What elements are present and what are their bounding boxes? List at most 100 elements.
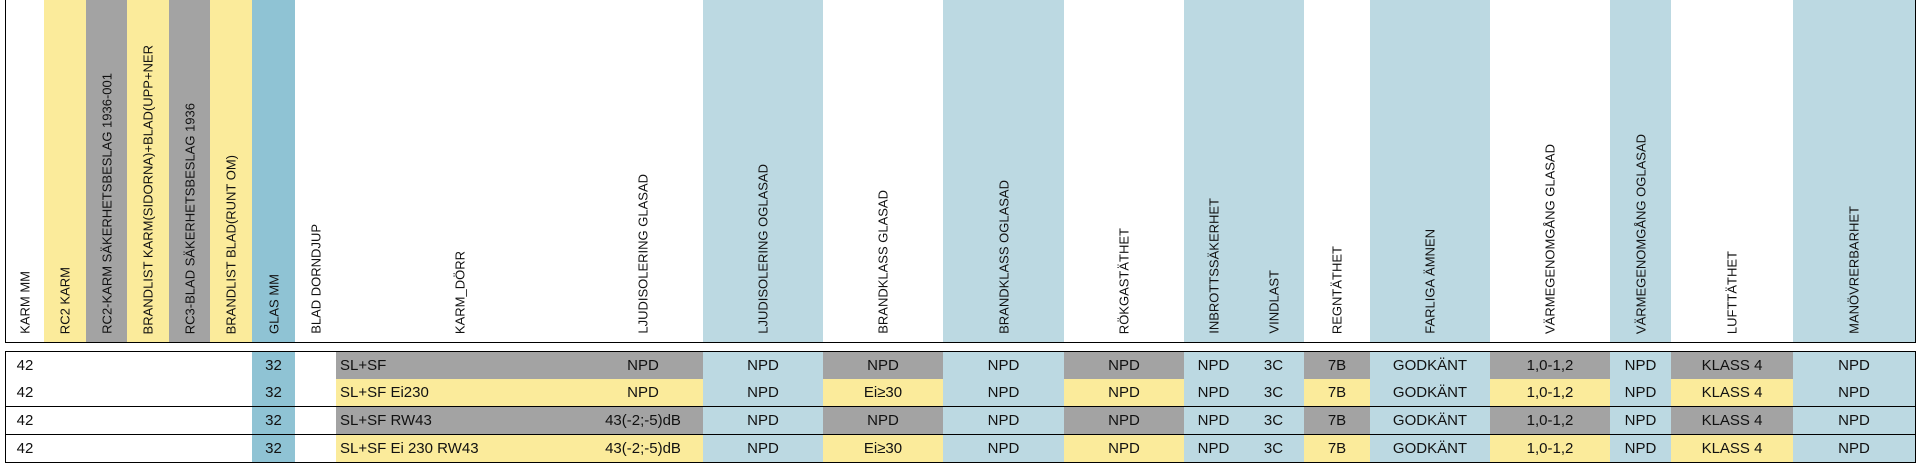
header-text: LJUDISOLERING GLASAD (635, 174, 651, 334)
header-cell: RC2-KARM SÄKERHETSBESLAG 1936-001 (86, 0, 128, 343)
cell: NPD (1793, 407, 1916, 435)
cell: 43(-2;-5)dB (583, 435, 704, 463)
cell (295, 379, 337, 407)
header-text: LJUDISOLERING OGLASAD (755, 164, 771, 334)
cell: KLASS 4 (1671, 435, 1794, 463)
cell (169, 407, 211, 435)
header-text: BRANDLIST KARM(SIDORNA)+BLAD(UPP+NER (140, 44, 156, 334)
header-text: BRANDKLASS OGLASAD (996, 180, 1011, 334)
cell (169, 351, 211, 380)
cell: NPD (1184, 351, 1244, 380)
cell (44, 379, 87, 407)
cell: 42 (5, 407, 45, 435)
cell: 32 (252, 379, 296, 407)
cell: NPD (1064, 435, 1185, 463)
cell: NPD (943, 379, 1065, 407)
header-cell: BRANDLIST KARM(SIDORNA)+BLAD(UPP+NER (127, 0, 170, 343)
cell: NPD (703, 351, 824, 380)
header-cell: KARM_DÖRR (336, 0, 584, 343)
header-text: MANÖVRERBARHET (1846, 206, 1862, 334)
cell (44, 407, 87, 435)
cell (127, 379, 170, 407)
cell: 42 (5, 435, 45, 463)
header-text: LUFTTÄTHET (1724, 250, 1740, 334)
cell: NPD (1184, 407, 1244, 435)
header-text: BRANDKLASS GLASAD (875, 190, 891, 334)
cell (295, 435, 337, 463)
cell: 1,0-1,2 (1490, 351, 1611, 380)
cell: 3C (1243, 435, 1305, 463)
cell: NPD (943, 351, 1065, 380)
cell: NPD (943, 407, 1065, 435)
cell: NPD (1610, 379, 1672, 407)
cell: 7B (1304, 351, 1371, 380)
cell: NPD (703, 435, 824, 463)
header-cell: BRANDKLASS GLASAD (823, 0, 944, 343)
cell (169, 435, 211, 463)
cell: 7B (1304, 407, 1371, 435)
cell: SL+SF RW43 (336, 407, 584, 435)
cell (210, 435, 253, 463)
cell: KLASS 4 (1671, 407, 1794, 435)
cell (127, 435, 170, 463)
cell: NPD (703, 407, 824, 435)
header-text: RC2-KARM SÄKERHETSBESLAG 1936-001 (99, 73, 114, 334)
cell: GODKÄNT (1370, 407, 1491, 435)
header-text: BLAD DORNDJUP (308, 224, 323, 334)
cell: NPD (703, 379, 824, 407)
cell: Ei≥30 (823, 379, 944, 407)
header-text: KARM_DÖRR (452, 250, 467, 334)
cell (86, 435, 128, 463)
header-cell: RÖKGASTÄTHET (1064, 0, 1185, 343)
cell: NPD (583, 379, 704, 407)
cell: 3C (1243, 407, 1305, 435)
cell (169, 379, 211, 407)
cell: NPD (1064, 407, 1185, 435)
cell: 43(-2;-5)dB (583, 407, 704, 435)
cell: GODKÄNT (1370, 435, 1491, 463)
cell: NPD (583, 351, 704, 380)
header-cell: LUFTTÄTHET (1671, 0, 1794, 343)
cell: NPD (823, 351, 944, 380)
header-text: KARM MM (17, 271, 33, 334)
header-text: INBROTTSSÄKERHET (1206, 198, 1221, 334)
header-text: REGNTÄTHET (1329, 245, 1345, 334)
cell: SL+SF Ei 230 RW43 (336, 435, 584, 463)
cell: 1,0-1,2 (1490, 435, 1611, 463)
header-text: BRANDLIST BLAD(RUNT OM) (223, 154, 239, 334)
cell: NPD (1793, 435, 1916, 463)
cell (210, 379, 253, 407)
header-text: VÄRMEGENOMGÅNG GLASAD (1542, 144, 1558, 334)
cell: NPD (1064, 379, 1185, 407)
header-cell: RC3-BLAD SÄKERHETSBESLAG 1936 (169, 0, 211, 343)
cell (127, 351, 170, 380)
cell (86, 407, 128, 435)
header-cell: BRANDLIST BLAD(RUNT OM) (210, 0, 253, 343)
cell (210, 407, 253, 435)
header-text: VÄRMEGENOMGÅNG OGLASAD (1633, 133, 1648, 334)
header-cell: FARLIGA ÄMNEN (1370, 0, 1491, 343)
cell: NPD (1610, 435, 1672, 463)
cell: NPD (1793, 351, 1916, 380)
cell: 42 (5, 379, 45, 407)
cell: GODKÄNT (1370, 379, 1491, 407)
cell: NPD (1184, 435, 1244, 463)
header-cell: GLAS MM (252, 0, 296, 343)
cell (44, 351, 87, 380)
cell: NPD (1610, 407, 1672, 435)
header-cell: MANÖVRERBARHET (1793, 0, 1916, 343)
cell (127, 407, 170, 435)
cell (44, 435, 87, 463)
cell: 7B (1304, 379, 1371, 407)
cell: NPD (1610, 351, 1672, 380)
header-cell: INBROTTSSÄKERHET (1184, 0, 1244, 343)
header-text: RC2 KARM (57, 266, 73, 334)
header-cell: VÄRMEGENOMGÅNG GLASAD (1490, 0, 1611, 343)
header-cell: VINDLAST (1243, 0, 1305, 343)
header-cell: LJUDISOLERING OGLASAD (703, 0, 824, 343)
cell: 1,0-1,2 (1490, 379, 1611, 407)
cell: 42 (5, 351, 45, 380)
cell: 1,0-1,2 (1490, 407, 1611, 435)
cell: NPD (823, 407, 944, 435)
cell: 3C (1243, 379, 1305, 407)
